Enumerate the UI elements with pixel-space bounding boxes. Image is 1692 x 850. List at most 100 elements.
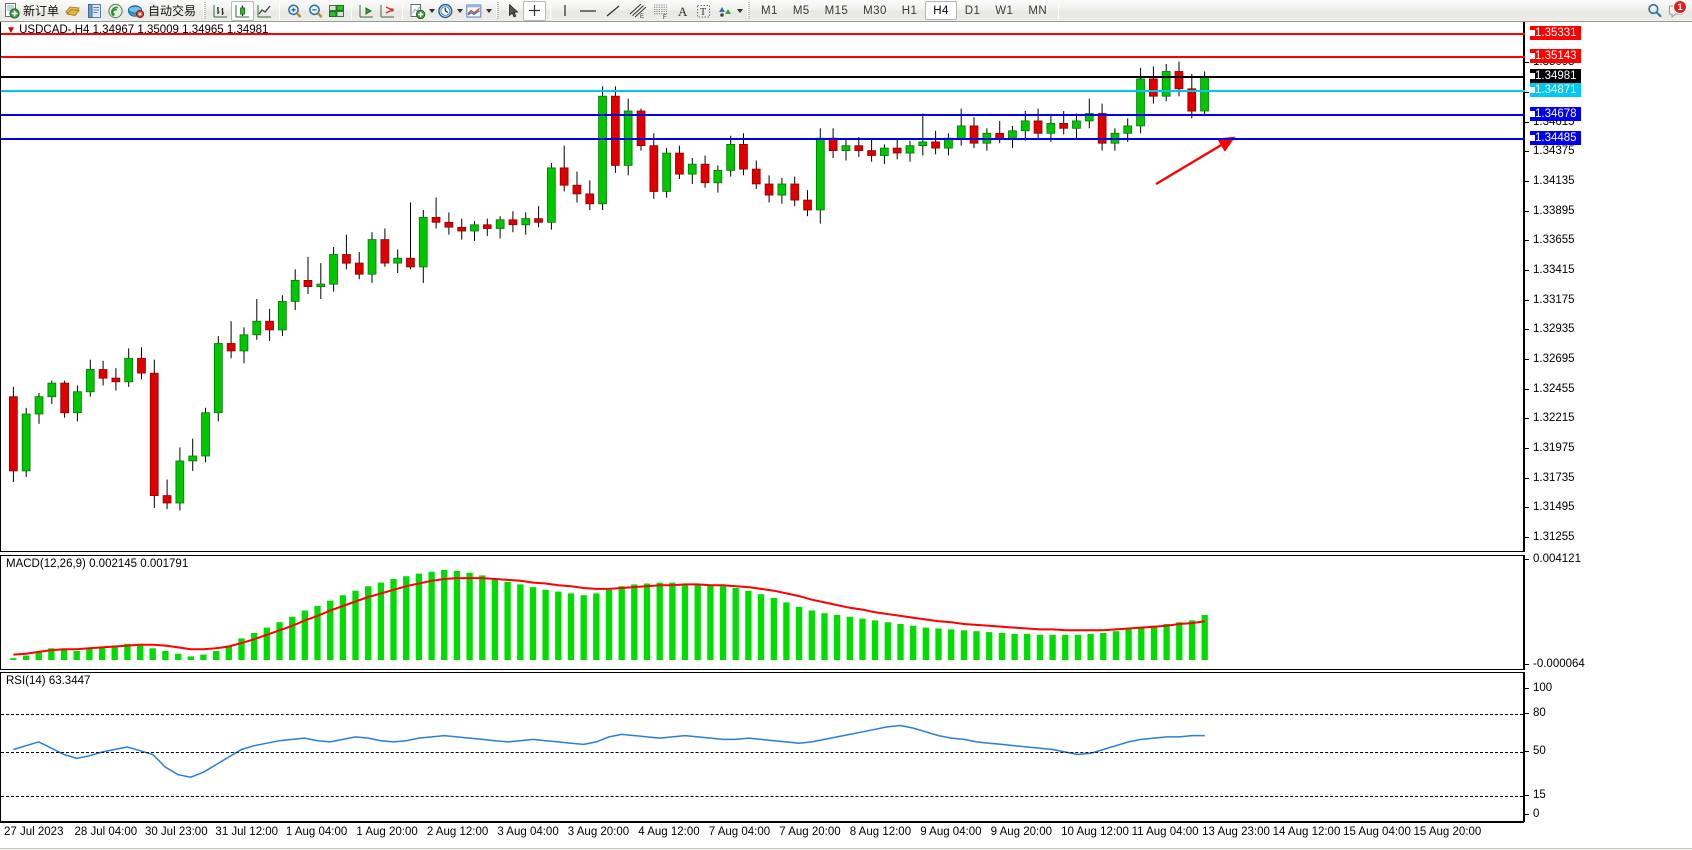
price-level-tag[interactable]: 1.34678: [1529, 106, 1581, 121]
price-level-tag[interactable]: 1.35331: [1529, 26, 1581, 40]
new-order-button[interactable]: 新订单: [2, 1, 62, 21]
price-level-value: 1.34678: [1535, 107, 1577, 120]
level-handle[interactable]: [1529, 110, 1535, 117]
time-tick: 8 Aug 12:00: [849, 826, 912, 838]
fibonacci-tool-button[interactable]: F: [649, 1, 673, 21]
zoom-in-button[interactable]: [284, 1, 305, 21]
price-tick: 1.32695: [1524, 353, 1575, 365]
price-tick: 1.34135: [1524, 175, 1575, 187]
timeframe-m1-button[interactable]: M1: [761, 4, 778, 17]
tile-windows-icon: [329, 4, 345, 17]
price-tick: 1.31735: [1524, 472, 1575, 484]
macd-axis-line: [1524, 555, 1525, 670]
level-handle[interactable]: [1529, 53, 1535, 60]
time-tick: 1 Aug 20:00: [356, 826, 418, 838]
arrow-annotation[interactable]: [1, 22, 1523, 550]
rsi-tick: 80: [1524, 707, 1546, 719]
price-tick: 1.31975: [1524, 442, 1575, 454]
market-watch-button[interactable]: [62, 1, 84, 21]
shapes-dropdown-caret[interactable]: [737, 8, 744, 13]
price-level-value: 1.34871: [1535, 83, 1577, 96]
candlestick-chart-button[interactable]: [231, 0, 255, 21]
scroll-right-button[interactable]: [356, 1, 377, 21]
chart-title-text: USDCAD-,H4 1.34967 1.35009 1.34965 1.349…: [19, 24, 269, 36]
svg-text:T: T: [700, 7, 706, 18]
price-tick: 1.33415: [1524, 264, 1575, 276]
cursor-tool-button[interactable]: [503, 1, 523, 21]
price-tick: 1.33655: [1524, 234, 1575, 246]
bar-chart-button[interactable]: [210, 1, 231, 21]
search-button[interactable]: [1644, 1, 1666, 21]
level-handle[interactable]: [1529, 73, 1535, 80]
price-pane[interactable]: ▼ USDCAD-,H4 1.34967 1.35009 1.34965 1.3…: [0, 22, 1525, 552]
auto-scroll-button[interactable]: [377, 1, 398, 21]
timeframe-d1-button[interactable]: D1: [964, 4, 981, 17]
equidistant-channel-button[interactable]: E: [625, 1, 649, 21]
trendline-tool-button[interactable]: [601, 1, 625, 21]
time-tick: 11 Aug 04:00: [1131, 826, 1199, 838]
rsi-tick: 0: [1524, 808, 1539, 820]
timeframe-w1-button[interactable]: W1: [995, 4, 1014, 17]
timeframe-h4-button[interactable]: H4: [925, 1, 957, 20]
level-handle[interactable]: [1529, 30, 1535, 36]
svg-text:E: E: [640, 14, 644, 19]
price-tick: 1.32935: [1524, 323, 1575, 335]
price-level-tag[interactable]: 1.34981: [1529, 69, 1581, 84]
indicators-button[interactable]: [463, 1, 485, 21]
timeframe-m30-button[interactable]: M30: [863, 4, 887, 17]
price-level-tag[interactable]: 1.34485: [1529, 130, 1581, 145]
chart-area[interactable]: ▼ USDCAD-,H4 1.34967 1.35009 1.34965 1.3…: [0, 22, 1692, 850]
price-level-tag[interactable]: 1.34871: [1529, 82, 1581, 97]
gold-bar-icon: [65, 5, 80, 16]
new-chart-dropdown-caret[interactable]: [429, 8, 436, 13]
line-chart-button[interactable]: [254, 1, 275, 21]
price-level-tag[interactable]: 1.35143: [1529, 49, 1581, 64]
indicator-list-icon: [466, 4, 482, 17]
timeframe-m15-button[interactable]: M15: [824, 4, 849, 17]
candlestick-chart-icon: [235, 4, 250, 17]
svg-text:A: A: [678, 4, 688, 19]
notifications-button[interactable]: 1: [1666, 0, 1687, 21]
text-label-tool-button[interactable]: T: [693, 1, 714, 21]
cursor-arrow-icon: [509, 3, 519, 17]
level-handle[interactable]: [1529, 134, 1535, 141]
tile-windows-button[interactable]: [326, 1, 347, 21]
text-label-icon: T: [697, 4, 711, 18]
timeframe-m5-button[interactable]: M5: [792, 4, 810, 17]
horizontal-line-tool-button[interactable]: [575, 1, 601, 21]
arrows-tool-button[interactable]: [714, 1, 736, 21]
price-tick: 1.31255: [1524, 531, 1575, 543]
notification-count: 1: [1673, 0, 1687, 14]
time-tick: 15 Aug 04:00: [1343, 826, 1411, 838]
rsi-pane[interactable]: RSI(14) 63.3447: [0, 672, 1524, 822]
price-tick: 1.33175: [1524, 294, 1575, 306]
text-icon: A: [678, 4, 688, 19]
timeframe-period-button[interactable]: [435, 1, 456, 21]
macd-pane[interactable]: MACD(12,26,9) 0.002145 0.001791: [0, 555, 1524, 670]
zoom-out-button[interactable]: [305, 1, 326, 21]
price-level-value: 1.35331: [1535, 27, 1577, 39]
time-tick: 31 Jul 12:00: [215, 826, 279, 838]
rsi-scale: 100 80 50 15 0: [1524, 672, 1692, 822]
rsi-label: RSI(14) 63.3447: [6, 675, 91, 687]
indicators-dropdown-caret[interactable]: [486, 8, 493, 13]
auto-trading-button[interactable]: 自动交易: [126, 1, 199, 21]
period-dropdown-caret[interactable]: [457, 8, 464, 13]
price-candles: [8, 61, 1209, 511]
timeframe-mn-button[interactable]: MN: [1028, 4, 1048, 17]
price-scale[interactable]: 1.350951.348551.346151.343751.341351.338…: [1524, 22, 1692, 552]
main-toolbar: 新订单: [0, 0, 1692, 22]
crosshair-tool-button[interactable]: [523, 0, 547, 21]
time-axis[interactable]: 27 Jul 2023 28 Jul 04:00 30 Jul 23:00 31 Ju…: [0, 822, 1524, 848]
new-chart-button[interactable]: [407, 1, 428, 21]
symbol-marker-icon: ▼: [6, 25, 16, 36]
time-tick: 14 Aug 12:00: [1272, 826, 1341, 838]
rsi-level-line: [1, 796, 1523, 798]
vertical-line-tool-button[interactable]: [555, 1, 575, 21]
clock-icon: [438, 3, 453, 18]
text-tool-button[interactable]: A: [673, 1, 693, 21]
data-window-button[interactable]: [105, 1, 126, 21]
timeframe-h1-button[interactable]: H1: [901, 4, 918, 17]
navigator-button[interactable]: [84, 1, 105, 21]
level-handle[interactable]: [1529, 86, 1535, 93]
